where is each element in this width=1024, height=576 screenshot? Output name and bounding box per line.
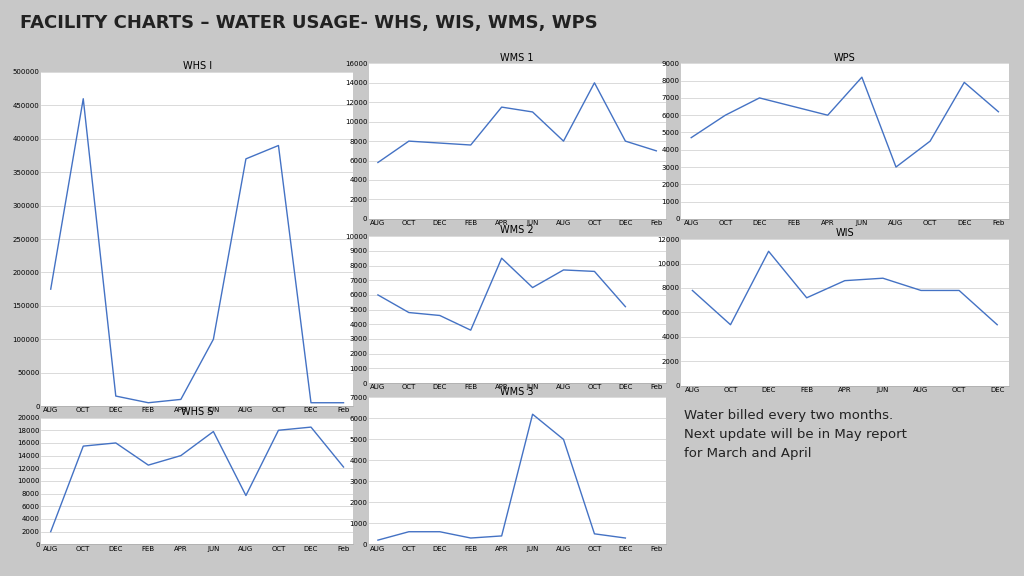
Text: FACILITY CHARTS – WATER USAGE- WHS, WIS, WMS, WPS: FACILITY CHARTS – WATER USAGE- WHS, WIS,… [20,14,598,32]
Text: Water billed every two months.
Next update will be in May report
for March and A: Water billed every two months. Next upda… [684,409,907,460]
Title: WHS S: WHS S [181,407,213,417]
Title: WHS I: WHS I [182,61,212,71]
Title: WIS: WIS [836,228,854,238]
Title: WMS 2: WMS 2 [501,225,534,236]
Title: WMS 1: WMS 1 [501,52,534,63]
Title: WMS 3: WMS 3 [501,386,534,397]
Title: WPS: WPS [834,52,856,63]
